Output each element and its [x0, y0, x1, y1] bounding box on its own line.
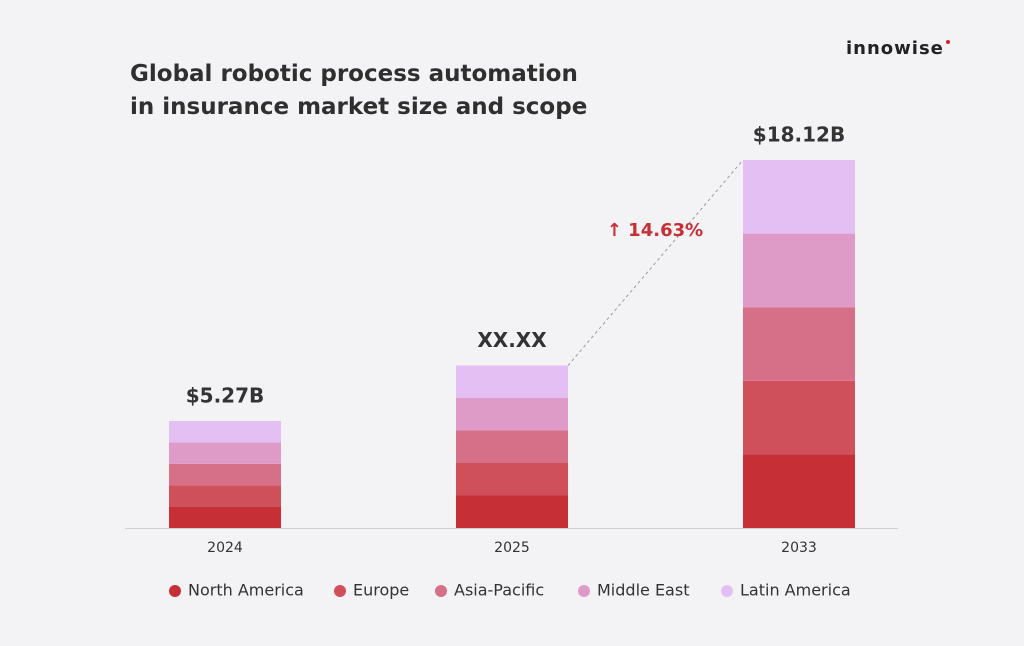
legend-label: Asia-Pacific — [454, 581, 544, 600]
legend-label: Latin America — [740, 581, 851, 600]
x-tick-label: 2024 — [207, 540, 243, 556]
bar-segment — [169, 420, 281, 443]
bar-segment — [456, 463, 568, 496]
total-label: XX.XX — [477, 328, 547, 352]
legend-marker — [334, 585, 346, 597]
bar-segment — [456, 365, 568, 399]
bar-segment — [169, 485, 281, 507]
x-tick-label: 2025 — [494, 540, 530, 556]
x-tick-label: 2033 — [781, 540, 817, 556]
legend-marker — [578, 585, 590, 597]
growth-connector — [567, 159, 744, 366]
bar-segment — [743, 380, 855, 455]
total-label: $18.12B — [753, 123, 845, 147]
legend-marker — [169, 585, 181, 597]
bar-segment — [743, 454, 855, 528]
legend-label: Europe — [353, 581, 409, 600]
legend-marker — [435, 585, 447, 597]
brand-logo: innowise — [846, 38, 944, 59]
bar-segment — [456, 398, 568, 431]
legend-marker — [721, 585, 733, 597]
bar-segment — [169, 463, 281, 486]
bar-segment — [743, 307, 855, 381]
total-label: $5.27B — [186, 383, 265, 407]
chart-title: Global robotic process automation in ins… — [130, 61, 588, 120]
legend-label: Middle East — [597, 581, 689, 600]
bar-segment — [456, 495, 568, 528]
bar-segment — [743, 160, 855, 234]
brand-dot — [946, 40, 950, 44]
bar-segment — [169, 442, 281, 464]
growth-annotation: ↑ 14.63% — [607, 220, 703, 241]
bar-segment — [743, 233, 855, 308]
legend-label: North America — [188, 581, 304, 600]
bar-segment — [456, 430, 568, 464]
bar-segment — [169, 506, 281, 528]
